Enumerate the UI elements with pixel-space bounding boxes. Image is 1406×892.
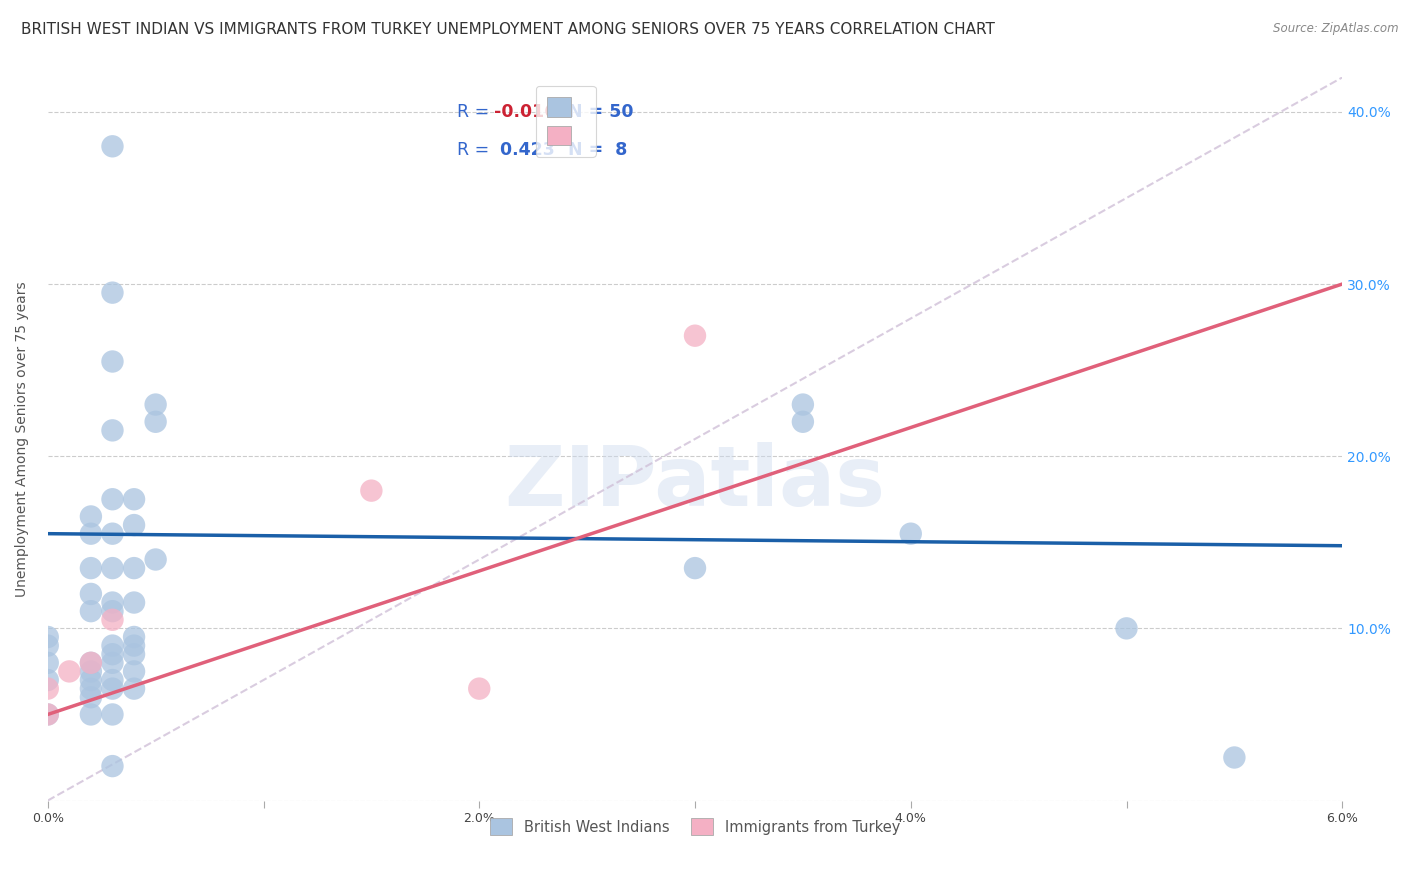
- Point: [37, 673, 59, 687]
- Point: [101, 681, 124, 696]
- Point: [101, 423, 124, 437]
- Point: [80, 690, 103, 705]
- Text: -0.016: -0.016: [495, 103, 557, 120]
- Point: [101, 492, 124, 507]
- Point: [360, 483, 382, 498]
- Point: [80, 561, 103, 575]
- Text: R =: R =: [457, 103, 495, 120]
- Point: [37, 656, 59, 670]
- Point: [37, 681, 59, 696]
- Legend: British West Indians, Immigrants from Turkey: British West Indians, Immigrants from Tu…: [481, 810, 908, 844]
- Text: Source: ZipAtlas.com: Source: ZipAtlas.com: [1274, 22, 1399, 36]
- Text: N = 50: N = 50: [557, 103, 634, 120]
- Point: [80, 526, 103, 541]
- Point: [101, 285, 124, 300]
- Point: [80, 656, 103, 670]
- Point: [37, 707, 59, 722]
- Point: [122, 665, 145, 679]
- Point: [122, 492, 145, 507]
- Point: [101, 526, 124, 541]
- Point: [80, 656, 103, 670]
- Point: [80, 673, 103, 687]
- Point: [101, 139, 124, 153]
- Point: [58, 665, 80, 679]
- Point: [1115, 621, 1137, 635]
- Point: [468, 681, 491, 696]
- Point: [145, 398, 167, 412]
- Point: [101, 561, 124, 575]
- Point: [900, 526, 922, 541]
- Point: [101, 707, 124, 722]
- Point: [101, 604, 124, 618]
- Point: [80, 707, 103, 722]
- Y-axis label: Unemployment Among Seniors over 75 years: Unemployment Among Seniors over 75 years: [15, 281, 30, 597]
- Text: ZIPatlas: ZIPatlas: [505, 442, 886, 523]
- Point: [122, 595, 145, 609]
- Text: N =  8: N = 8: [557, 141, 628, 159]
- Point: [101, 759, 124, 773]
- Point: [80, 681, 103, 696]
- Text: R =: R =: [457, 141, 495, 159]
- Point: [80, 665, 103, 679]
- Point: [122, 630, 145, 644]
- Point: [37, 707, 59, 722]
- Point: [101, 613, 124, 627]
- Point: [80, 604, 103, 618]
- Point: [792, 398, 814, 412]
- Point: [37, 639, 59, 653]
- Point: [37, 630, 59, 644]
- Point: [145, 552, 167, 566]
- Point: [80, 587, 103, 601]
- Point: [792, 415, 814, 429]
- Point: [122, 639, 145, 653]
- Point: [80, 509, 103, 524]
- Point: [1223, 750, 1246, 764]
- Point: [101, 656, 124, 670]
- Point: [122, 647, 145, 661]
- Point: [101, 595, 124, 609]
- Point: [122, 681, 145, 696]
- Point: [101, 647, 124, 661]
- Point: [101, 673, 124, 687]
- Point: [122, 518, 145, 533]
- Point: [145, 415, 167, 429]
- Point: [101, 354, 124, 368]
- Point: [122, 561, 145, 575]
- Point: [683, 328, 706, 343]
- Point: [101, 639, 124, 653]
- Text: 0.423: 0.423: [495, 141, 555, 159]
- Text: BRITISH WEST INDIAN VS IMMIGRANTS FROM TURKEY UNEMPLOYMENT AMONG SENIORS OVER 75: BRITISH WEST INDIAN VS IMMIGRANTS FROM T…: [21, 22, 995, 37]
- Point: [683, 561, 706, 575]
